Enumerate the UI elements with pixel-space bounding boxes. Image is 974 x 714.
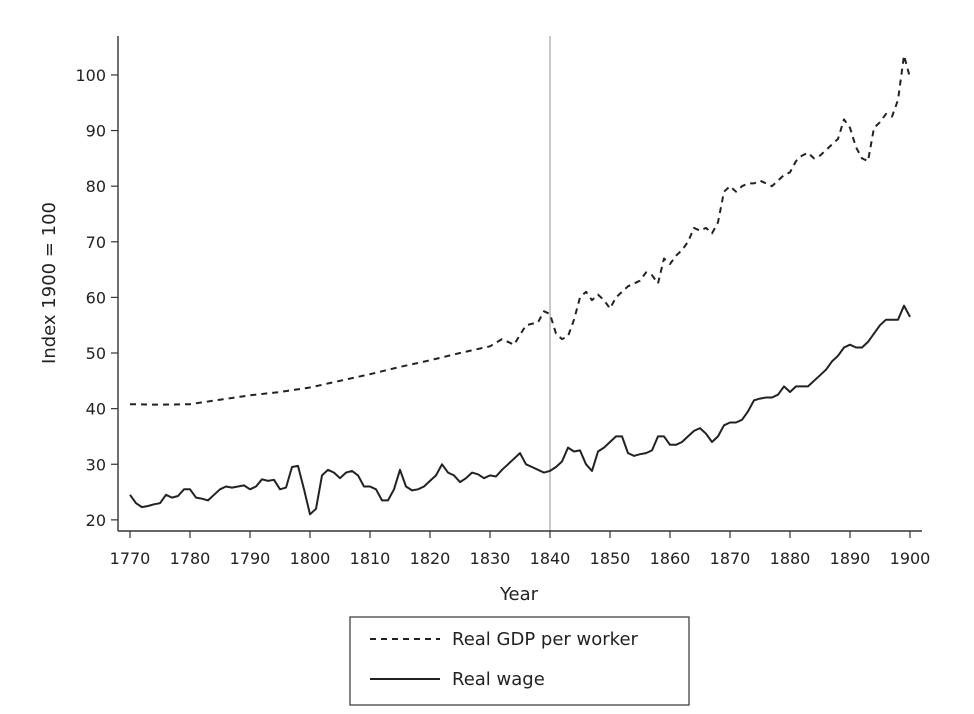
x-tick-label: 1840 (530, 549, 571, 568)
x-tick-label: 1880 (770, 549, 811, 568)
x-tick-label: 1770 (110, 549, 151, 568)
x-tick-label: 1810 (350, 549, 391, 568)
legend: Real GDP per worker Real wage (349, 616, 690, 706)
y-tick-label: 60 (86, 288, 106, 307)
x-tick-label: 1790 (230, 549, 271, 568)
x-tick-label: 1850 (590, 549, 631, 568)
x-axis-title: Year (499, 584, 539, 605)
y-tick-label: 70 (86, 233, 106, 252)
x-tick-label: 1860 (650, 549, 691, 568)
x-ticks: 1770 1780 1790 1800 1810 1820 1830 1840 1850 1860… (110, 531, 931, 568)
series-line-real-wage (129, 304, 911, 516)
legend-label-gdp: Real GDP per worker (452, 629, 639, 650)
x-tick-label: 1800 (290, 549, 331, 568)
x-tick-label: 1820 (410, 549, 451, 568)
x-tick-label: 1900 (890, 549, 931, 568)
y-tick-label: 30 (86, 455, 106, 474)
legend-label-wage: Real wage (452, 669, 545, 690)
axes (117, 36, 922, 532)
series-layer (129, 54, 911, 516)
x-tick-label: 1890 (830, 549, 871, 568)
y-ticks: 20 30 40 50 60 70 80 90 100 (75, 66, 118, 530)
y-tick-label: 100 (75, 66, 106, 85)
x-tick-label: 1870 (710, 549, 751, 568)
y-tick-label: 50 (86, 344, 106, 363)
series-line-gdp-per-worker (129, 54, 911, 406)
y-tick-label: 40 (86, 400, 106, 419)
legend-box (349, 616, 690, 706)
y-tick-label: 80 (86, 177, 106, 196)
y-tick-label: 90 (86, 122, 106, 141)
y-axis-title: Index 1900 = 100 (39, 202, 60, 364)
x-tick-label: 1830 (470, 549, 511, 568)
x-tick-label: 1780 (170, 549, 211, 568)
y-tick-label: 20 (86, 511, 106, 530)
